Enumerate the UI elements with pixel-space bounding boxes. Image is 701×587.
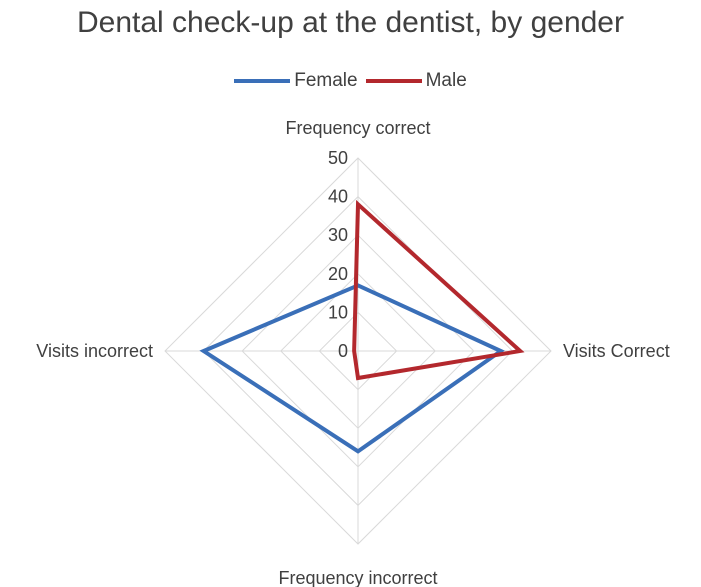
- tick-label-20: 20: [328, 264, 348, 284]
- legend-label-male: Male: [425, 70, 467, 91]
- legend-label-female: Female: [294, 70, 358, 91]
- legend: Female Male: [0, 70, 701, 92]
- tick-labels: 0 10 20 30 40 50: [328, 148, 348, 361]
- axis-label-visits-correct: Visits Correct: [563, 341, 670, 361]
- axis-label-frequency-correct: Frequency correct: [285, 118, 430, 138]
- series-line-male: [352, 199, 525, 381]
- legend-swatch-male: [365, 79, 422, 83]
- tick-label-50: 50: [328, 148, 348, 168]
- axis-label-visits-incorrect: Visits incorrect: [36, 341, 153, 361]
- legend-item-female: Female: [234, 70, 358, 92]
- legend-item-male: Male: [365, 70, 467, 92]
- series-line-female: [199, 283, 505, 454]
- tick-label-40: 40: [328, 187, 348, 207]
- axis-label-frequency-incorrect: Frequency incorrect: [278, 568, 437, 587]
- axis-labels: Frequency correct Visits Correct Frequency…: [36, 118, 669, 587]
- legend-swatch-female: [234, 79, 291, 83]
- tick-label-10: 10: [328, 302, 348, 322]
- tick-label-30: 30: [328, 225, 348, 245]
- chart-title: Dental check-up at the dentist, by gende…: [76, 6, 624, 39]
- series-lines: [199, 199, 525, 454]
- tick-label-0: 0: [338, 341, 348, 361]
